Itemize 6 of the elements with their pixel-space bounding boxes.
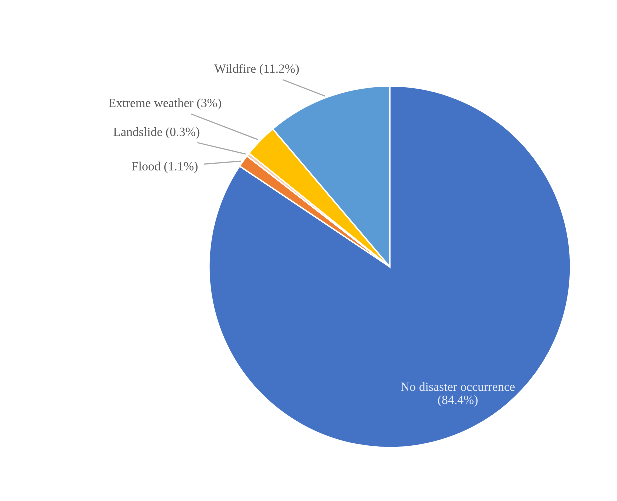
- data-label: (84.4%): [438, 395, 478, 407]
- slice-label: Landslide (0.3%): [114, 128, 200, 139]
- slice-label: Flood (1.1%): [132, 162, 198, 174]
- slice-label: No disaster occurrence: [401, 382, 515, 392]
- slice-label: Wildfire (11.2%): [214, 64, 300, 76]
- slice-label: Extreme weather (3%): [109, 98, 222, 110]
